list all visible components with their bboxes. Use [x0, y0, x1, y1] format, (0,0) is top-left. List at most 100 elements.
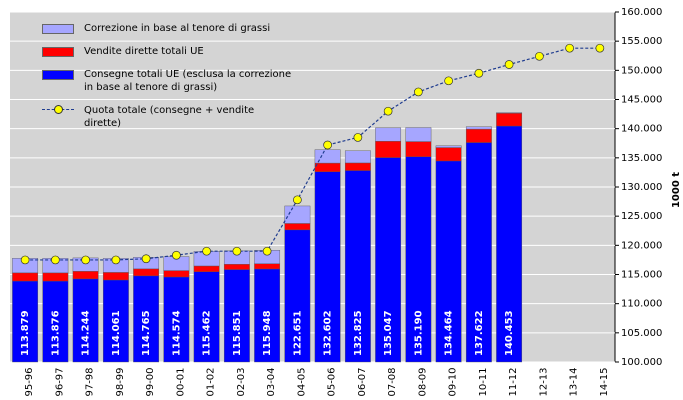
y-tick-label: 155.000 [621, 36, 662, 47]
legend: Correzione in base al tenore di grassi Ve… [42, 22, 292, 140]
line-point [51, 255, 60, 265]
legend-label: Correzione in base al tenore di grassi [84, 23, 271, 34]
bar-segment [375, 127, 402, 142]
line-point [111, 255, 121, 265]
x-tick-label: 01-02 [206, 367, 217, 396]
y-tick-label: 130.000 [621, 182, 662, 193]
bar-segment [344, 170, 371, 363]
bar-segment [12, 280, 39, 363]
bar-segment [284, 205, 311, 224]
y-tick-label: 110.000 [621, 299, 662, 310]
line-point [20, 255, 30, 265]
line-point [383, 106, 393, 116]
line-point [172, 250, 181, 260]
value-label: 115.851 [232, 310, 243, 356]
value-label: 114.574 [171, 310, 182, 356]
bar-segment [344, 150, 371, 164]
bar-segment [344, 162, 371, 171]
y-tick-label: 125.000 [621, 211, 662, 222]
line [25, 47, 600, 261]
value-label: 137.622 [474, 310, 485, 356]
legend-entry: Consegne totali UE (esclusa la correzion… [42, 68, 292, 94]
bar-segment [496, 112, 523, 127]
value-label: 135.047 [383, 310, 394, 356]
bar-segment [465, 142, 492, 363]
x-tick-label: 02-03 [236, 367, 247, 396]
x-tick-label: 96-97 [54, 367, 65, 396]
bar-segment [375, 141, 402, 158]
line-point [232, 246, 242, 256]
x-tick-label: 14-15 [599, 367, 610, 396]
line-point [262, 246, 272, 256]
bar-segment [314, 162, 341, 173]
x-tick-label: 99-00 [145, 367, 156, 396]
y-tick-label: 140.000 [621, 124, 662, 135]
y-tick-label: 105.000 [621, 328, 662, 339]
line-point [504, 60, 514, 69]
legend-marker [54, 105, 63, 114]
bar-segment [405, 141, 432, 157]
bar-segment [223, 269, 250, 363]
bar-segment [42, 280, 69, 363]
bar-segment [496, 112, 523, 114]
bar-segment [465, 126, 492, 130]
x-tick-label: 10-11 [478, 367, 489, 396]
bar-segment [72, 271, 99, 280]
bar-segment [314, 171, 341, 363]
value-label: 113.876 [50, 310, 61, 356]
bar-segment [375, 157, 402, 363]
bar-segment [12, 272, 39, 282]
legend-label: Consegne totali UE (esclusa la correzion… [84, 69, 292, 93]
legend-label: Vendite dirette totali UE [84, 46, 204, 57]
x-tick-label: 98-99 [115, 367, 126, 396]
line-point [414, 87, 423, 97]
bar-segment [193, 265, 220, 273]
bar-segment [405, 127, 432, 142]
x-tick-label: 05-06 [327, 367, 338, 396]
bar-segment [405, 156, 432, 363]
legend-entry: Vendite dirette totali UE [42, 45, 292, 58]
y-tick-label: 115.000 [621, 270, 662, 281]
bar-segment [163, 276, 190, 363]
legend-swatch [42, 105, 74, 114]
x-tick-label: 13-14 [569, 367, 580, 396]
y-tick-label: 150.000 [621, 65, 662, 76]
line-point [81, 255, 90, 265]
bar-segment [223, 264, 250, 270]
legend-swatch [42, 24, 74, 34]
bar-segment [284, 229, 311, 363]
line-point [141, 254, 151, 264]
line-point [353, 133, 363, 142]
y-tick-label: 120.000 [621, 240, 662, 251]
value-label: 114.244 [81, 310, 92, 356]
x-tick-label: 09-10 [448, 367, 459, 396]
y-tick-label: 160.000 [621, 7, 662, 18]
value-label: 122.651 [292, 310, 303, 356]
legend-entry: Quota totale (consegne + vendite dirette… [42, 104, 292, 130]
value-label: 113.879 [20, 310, 31, 356]
x-tick-label: 06-07 [357, 367, 368, 396]
bar-segment [163, 270, 190, 278]
bar-segment [435, 145, 462, 148]
legend-swatch [42, 47, 74, 57]
line-point [444, 76, 453, 86]
x-tick-label: 12-13 [538, 367, 549, 396]
line-point [202, 246, 211, 256]
bar-segment [254, 263, 281, 270]
bar-segment [133, 275, 160, 363]
bar-segment [314, 149, 341, 164]
line-point [474, 68, 484, 78]
bar-segment [102, 279, 129, 363]
bar-segment [72, 278, 99, 363]
value-label: 135.190 [413, 310, 424, 356]
x-tick-label: 00-01 [175, 367, 186, 396]
value-label: 132.602 [323, 310, 334, 356]
value-label: 114.765 [141, 310, 152, 356]
bar-segment [42, 272, 69, 282]
x-tick-label: 04-05 [296, 367, 307, 396]
x-tick-label: 97-98 [85, 367, 96, 396]
x-tick-label: 03-04 [266, 367, 277, 396]
value-label: 114.061 [111, 310, 122, 356]
